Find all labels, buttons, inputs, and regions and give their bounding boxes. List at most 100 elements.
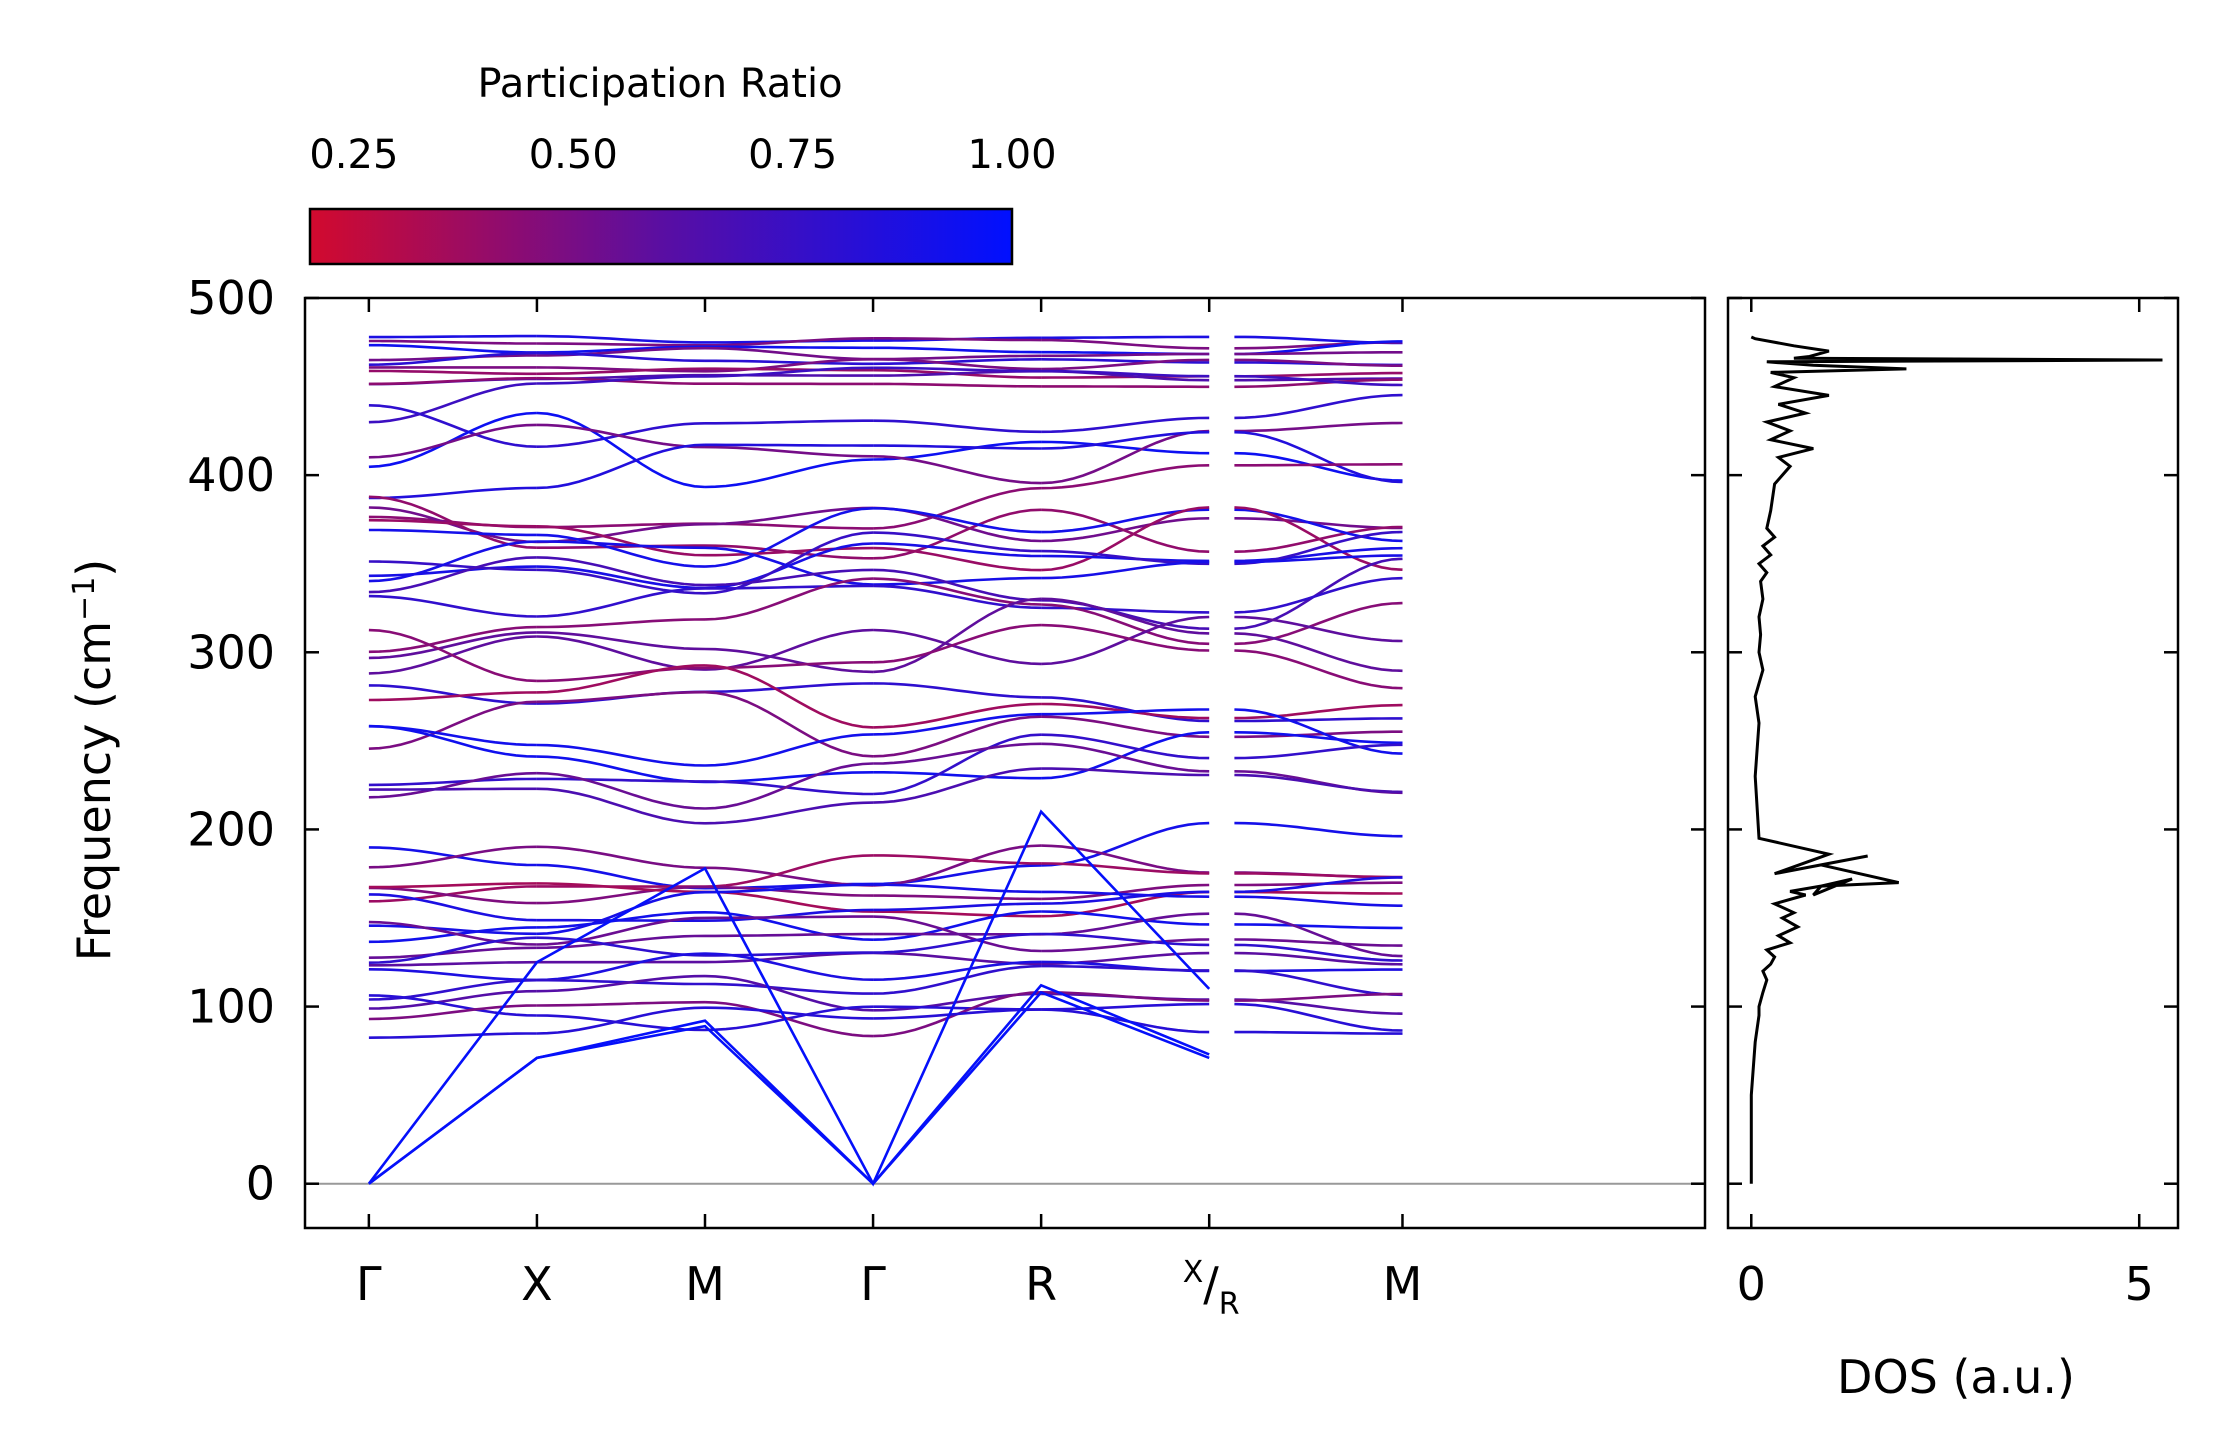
phonon-band — [368, 486, 537, 500]
phonon-band — [873, 712, 1042, 736]
phonon-band — [536, 916, 706, 946]
phonon-band — [536, 375, 705, 385]
x-axis-title: DOS (a.u.) — [1837, 1350, 2075, 1404]
phonon-band — [368, 334, 537, 339]
kpoint-label: M — [1383, 1257, 1423, 1311]
phonon-band — [704, 801, 874, 825]
phonon-band — [368, 560, 537, 572]
phonon-band — [704, 366, 874, 378]
phonon-band — [536, 345, 706, 354]
phonon-band — [368, 343, 537, 354]
phonon-band — [1234, 938, 1403, 947]
colorbar-tick-label: 0.50 — [529, 132, 618, 178]
phonon-band — [536, 885, 706, 905]
phonon-band — [705, 932, 874, 938]
phonon-band — [704, 345, 874, 350]
phonon-band — [536, 443, 706, 490]
phonon-band — [368, 882, 537, 889]
phonon-band — [1041, 890, 1210, 898]
phonon-band — [368, 893, 537, 922]
phonon-band — [704, 690, 874, 758]
phonon-band — [1041, 603, 1210, 646]
phonon-band — [873, 932, 1042, 954]
phonon-band — [1041, 606, 1210, 614]
phonon-band — [536, 366, 706, 373]
phonon-band — [1041, 615, 1210, 666]
phonon-band — [536, 411, 706, 489]
phonon-band — [1234, 717, 1403, 723]
phonon-band — [536, 1000, 706, 1007]
phonon-band — [368, 724, 537, 758]
band-x-ticks: Γ X M Γ R X/R M — [356, 298, 1422, 1322]
phonon-band — [1234, 770, 1403, 795]
phonon-band — [873, 568, 1042, 602]
kpoint-label-split: X/R — [1183, 1255, 1240, 1322]
phonon-band — [704, 661, 874, 670]
phonon-band — [1041, 991, 1210, 1002]
band-structure-panel: 0 100 200 300 400 500 Γ X M Γ R X/R M Frequency (cm… — [67, 271, 1707, 1322]
phonon-band — [873, 597, 1042, 674]
phonon-band — [873, 507, 1042, 534]
phonon-band — [536, 743, 706, 767]
phonon-band — [705, 337, 874, 347]
phonon-band — [705, 359, 874, 366]
phonon-band — [873, 960, 1042, 981]
phonon-band — [1041, 932, 1210, 947]
phonon-band — [536, 890, 706, 936]
phonon-band — [704, 568, 874, 587]
phonon-band — [1041, 508, 1210, 553]
phonon-band — [368, 631, 537, 660]
phonon-band — [873, 844, 1042, 887]
phonon-band — [704, 682, 874, 694]
phonon-band — [704, 911, 874, 941]
phonon-band — [536, 525, 706, 557]
phonon-band — [873, 682, 1042, 699]
phonon-band — [1234, 649, 1403, 690]
phonon-band — [704, 577, 874, 621]
phonon-band — [1234, 374, 1403, 387]
phonon-band — [368, 684, 537, 705]
phonon-band — [536, 342, 705, 347]
phonon-band — [536, 346, 706, 357]
colorbar-tick-label: 1.00 — [967, 132, 1056, 178]
phonon-band — [704, 982, 874, 995]
phonon-band — [368, 777, 537, 787]
phonon-band — [536, 565, 706, 590]
phonon-band — [368, 968, 537, 982]
phonon-band — [368, 556, 537, 594]
phonon-band — [536, 777, 705, 783]
phonon-band — [873, 702, 1042, 729]
phonon-band — [368, 700, 537, 750]
phonon-band — [1041, 1002, 1210, 1011]
phonon-band — [536, 334, 705, 344]
phonon-band — [1041, 623, 1210, 652]
phonon-band — [1234, 992, 1403, 1002]
phonon-band — [873, 742, 1042, 765]
phonon-band — [368, 771, 537, 799]
phonon-band — [1041, 369, 1210, 378]
phonon-band — [1234, 1030, 1403, 1035]
phonon-band — [873, 366, 1042, 373]
phonon-band — [368, 518, 537, 528]
colorbar-tick-label: 0.25 — [309, 132, 398, 178]
dos-curve — [1749, 335, 2163, 1184]
phonon-band — [873, 444, 1042, 450]
phonon-band — [873, 910, 1042, 918]
phonon-band — [1041, 358, 1210, 364]
phonon-band — [873, 346, 1042, 354]
phonon-band — [1234, 430, 1403, 484]
phonon-band — [1234, 773, 1403, 794]
phonon-band — [1234, 951, 1403, 966]
phonon-band — [536, 367, 706, 376]
phonon-band — [1234, 943, 1403, 962]
phonon-band — [705, 419, 874, 425]
phonon-band — [368, 886, 537, 905]
phonon-band — [1041, 352, 1210, 358]
phonon-band — [873, 902, 1042, 912]
phonon-band — [873, 382, 1042, 388]
phonon-band — [704, 952, 874, 981]
phonon-band — [1041, 912, 1210, 936]
